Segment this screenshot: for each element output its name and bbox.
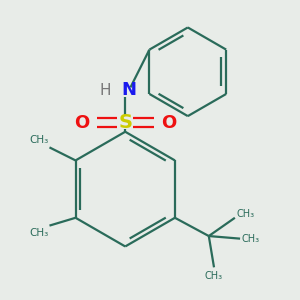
- Text: H: H: [100, 82, 111, 98]
- Text: CH₃: CH₃: [29, 135, 48, 145]
- Text: O: O: [160, 114, 176, 132]
- Text: N: N: [122, 81, 136, 99]
- Text: CH₃: CH₃: [236, 209, 254, 219]
- Text: O: O: [75, 114, 90, 132]
- Text: CH₃: CH₃: [205, 271, 223, 281]
- Text: S: S: [118, 113, 132, 132]
- Text: CH₃: CH₃: [242, 234, 260, 244]
- Text: CH₃: CH₃: [29, 228, 48, 238]
